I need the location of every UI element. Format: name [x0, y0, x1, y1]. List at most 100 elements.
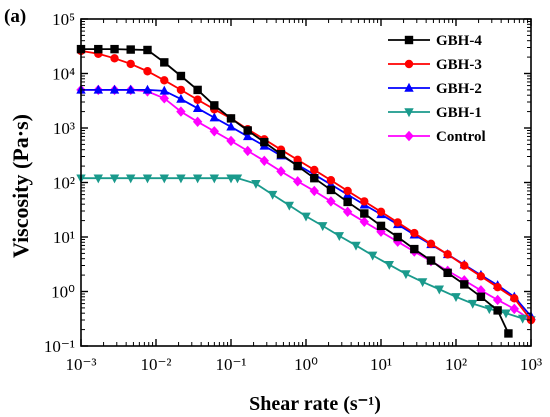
- data-point-control: [243, 145, 253, 157]
- data-point-control: [192, 116, 203, 127]
- x-axis-title: Shear rate (s⁻¹): [249, 393, 381, 415]
- data-point-gbh-2: [209, 112, 220, 122]
- data-point-gbh-1: [401, 270, 411, 280]
- data-point-gbh-4: [193, 85, 202, 95]
- data-point-gbh-4: [210, 101, 219, 110]
- legend-marker-gbh-3: [404, 59, 414, 69]
- legend-item-control: Control: [388, 129, 486, 145]
- data-point-control: [226, 135, 236, 147]
- data-point-gbh-4: [326, 185, 336, 195]
- data-point-gbh-1: [351, 241, 361, 251]
- data-point-gbh-4: [110, 44, 119, 54]
- series-gbh-4: [76, 44, 513, 338]
- data-point-gbh-3: [476, 272, 486, 281]
- data-point-control: [326, 196, 336, 207]
- data-point-control: [309, 185, 319, 197]
- legend-label-gbh-1: GBH-1: [436, 105, 482, 121]
- data-point-gbh-3: [493, 282, 502, 292]
- x-tick-label: 10³: [520, 355, 542, 374]
- y-tick-label: 10⁰: [51, 283, 75, 302]
- data-point-gbh-3: [443, 250, 452, 259]
- data-point-gbh-1: [468, 299, 478, 309]
- legend-marker-control: [404, 130, 414, 142]
- data-point-gbh-3: [426, 239, 436, 249]
- data-point-gbh-4: [493, 306, 502, 315]
- x-tick-label: 10⁻¹: [215, 355, 246, 374]
- data-point-gbh-1: [176, 174, 186, 184]
- legend-marker-gbh-1: [404, 108, 414, 118]
- data-point-gbh-1: [517, 314, 528, 324]
- data-point-gbh-4: [426, 256, 436, 265]
- data-point-gbh-1: [109, 174, 120, 184]
- data-point-gbh-1: [417, 278, 428, 288]
- data-point-gbh-2: [243, 131, 253, 141]
- data-point-gbh-1: [192, 174, 203, 184]
- data-point-gbh-1: [318, 222, 328, 232]
- data-point-gbh-1: [301, 212, 311, 222]
- y-tick-label: 10⁴: [52, 65, 75, 84]
- series-line-control: [81, 89, 532, 321]
- data-point-gbh-3: [193, 95, 202, 104]
- data-point-gbh-4: [310, 173, 319, 183]
- data-point-gbh-4: [504, 329, 513, 338]
- data-point-gbh-3: [376, 207, 386, 216]
- data-point-control: [209, 126, 220, 137]
- data-point-control: [509, 303, 520, 315]
- data-point-gbh-3: [410, 228, 419, 238]
- y-tick-label: 10³: [53, 119, 75, 138]
- series-gbh-1: [76, 174, 536, 326]
- data-point-gbh-3: [126, 59, 135, 69]
- data-point-gbh-4: [460, 280, 469, 289]
- data-point-gbh-4: [360, 209, 369, 218]
- data-point-gbh-4: [343, 197, 352, 207]
- data-point-gbh-3: [393, 218, 402, 227]
- panel-label: (a): [4, 6, 26, 27]
- series-line-gbh-1: [81, 177, 532, 321]
- data-point-gbh-4: [443, 268, 452, 278]
- data-point-control: [292, 176, 303, 187]
- data-point-gbh-2: [176, 93, 186, 103]
- data-point-gbh-3: [343, 186, 352, 196]
- data-point-gbh-4: [160, 58, 169, 67]
- y-axis-title: Viscosity (Pa·s): [8, 114, 33, 258]
- data-point-gbh-1: [226, 174, 236, 184]
- data-point-gbh-4: [293, 161, 302, 171]
- data-point-control: [276, 166, 286, 177]
- series-line-gbh-3: [80, 49, 532, 321]
- y-tick-label: 10²: [53, 174, 75, 193]
- data-point-gbh-1: [484, 305, 495, 315]
- data-point-gbh-3: [160, 76, 169, 85]
- data-point-control: [359, 216, 370, 228]
- x-tick-label: 10¹: [370, 355, 392, 374]
- data-point-gbh-2: [192, 103, 203, 112]
- data-point-gbh-3: [310, 165, 319, 175]
- data-point-gbh-1: [384, 261, 394, 270]
- data-point-gbh-4: [243, 126, 252, 135]
- data-point-gbh-1: [367, 251, 378, 261]
- data-point-gbh-1: [434, 285, 445, 295]
- data-point-gbh-4: [393, 232, 402, 242]
- legend-item-gbh-1: GBH-1: [388, 105, 482, 121]
- data-point-gbh-4: [376, 221, 386, 231]
- data-point-gbh-2: [226, 121, 236, 131]
- data-point-gbh-3: [460, 261, 469, 270]
- data-point-gbh-4: [94, 44, 103, 54]
- legend-item-gbh-3: GBH-3: [388, 57, 482, 73]
- x-tick-label: 10⁰: [294, 355, 318, 374]
- data-point-gbh-1: [334, 232, 345, 242]
- legend-label-gbh-2: GBH-2: [436, 81, 482, 97]
- data-point-gbh-4: [126, 45, 135, 54]
- data-point-gbh-3: [143, 67, 152, 76]
- data-point-gbh-2: [142, 84, 153, 94]
- data-point-gbh-3: [110, 54, 119, 63]
- data-point-control: [259, 155, 270, 167]
- x-tick-label: 10²: [445, 355, 467, 374]
- legend-label-gbh-4: GBH-4: [436, 33, 482, 49]
- data-point-gbh-1: [267, 190, 278, 200]
- data-point-gbh-2: [93, 84, 103, 94]
- data-point-gbh-4: [476, 292, 486, 301]
- plot-area: [76, 44, 536, 338]
- data-point-control: [393, 236, 403, 247]
- legend-label-gbh-3: GBH-3: [436, 57, 482, 73]
